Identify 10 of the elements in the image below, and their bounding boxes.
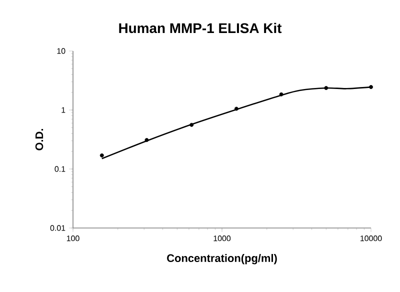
x-axis-title: Concentration(pg/ml) (167, 254, 277, 264)
point (100, 153, 104, 158)
y-axis-title: O.D. (35, 129, 44, 150)
point (190, 122, 194, 127)
chart-title: Human MMP-1 ELISA Kit (119, 22, 282, 34)
point (279, 92, 284, 96)
point (144, 138, 149, 142)
point (369, 85, 373, 90)
point (324, 86, 328, 90)
point (234, 106, 238, 111)
